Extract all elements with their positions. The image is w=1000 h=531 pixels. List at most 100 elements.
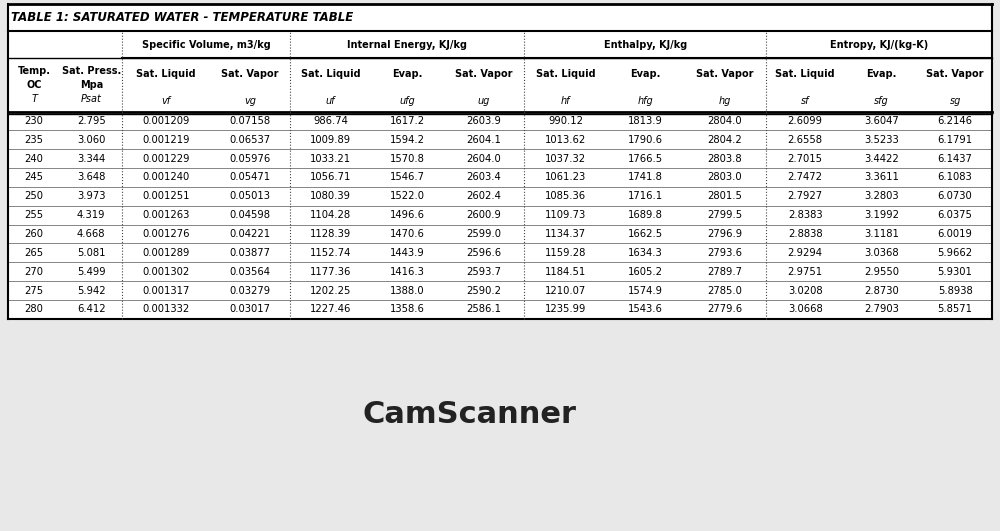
Text: 250: 250 <box>25 191 44 201</box>
Text: Sat. Liquid: Sat. Liquid <box>536 70 595 79</box>
Text: 2803.0: 2803.0 <box>708 173 742 183</box>
Text: Evap.: Evap. <box>630 70 660 79</box>
Text: TABLE 1: SATURATED WATER - TEMPERATURE TABLE: TABLE 1: SATURATED WATER - TEMPERATURE T… <box>11 11 353 24</box>
Text: 2.9550: 2.9550 <box>864 267 899 277</box>
Text: 2.795: 2.795 <box>77 116 106 126</box>
Text: 3.0208: 3.0208 <box>788 286 823 296</box>
Text: Sat. Liquid: Sat. Liquid <box>775 70 835 79</box>
Text: 1634.3: 1634.3 <box>628 248 663 258</box>
Text: 1543.6: 1543.6 <box>628 304 663 314</box>
Text: 2.6099: 2.6099 <box>788 116 823 126</box>
Text: 1227.46: 1227.46 <box>310 304 351 314</box>
Text: 1790.6: 1790.6 <box>628 135 663 145</box>
Text: 3.344: 3.344 <box>77 153 105 164</box>
Text: 3.6047: 3.6047 <box>864 116 899 126</box>
Text: 1202.25: 1202.25 <box>310 286 351 296</box>
Text: 1570.8: 1570.8 <box>390 153 425 164</box>
Text: 1134.37: 1134.37 <box>545 229 586 239</box>
Text: 1358.6: 1358.6 <box>390 304 425 314</box>
Text: 1085.36: 1085.36 <box>545 191 586 201</box>
Text: 5.8571: 5.8571 <box>938 304 973 314</box>
Text: 2.6558: 2.6558 <box>788 135 823 145</box>
Text: 0.001332: 0.001332 <box>143 304 190 314</box>
Text: Enthalpy, KJ/kg: Enthalpy, KJ/kg <box>604 40 687 49</box>
Text: 3.1181: 3.1181 <box>864 229 899 239</box>
Text: 6.0019: 6.0019 <box>938 229 973 239</box>
Text: 1080.39: 1080.39 <box>310 191 351 201</box>
Text: 2600.9: 2600.9 <box>466 210 501 220</box>
Text: 265: 265 <box>25 248 44 258</box>
Text: 1159.28: 1159.28 <box>545 248 586 258</box>
Text: Sat. Vapor: Sat. Vapor <box>926 70 984 79</box>
Text: 1056.71: 1056.71 <box>310 173 351 183</box>
Text: 2.7903: 2.7903 <box>864 304 899 314</box>
Text: 245: 245 <box>25 173 44 183</box>
Text: 5.499: 5.499 <box>77 267 106 277</box>
Text: 2602.4: 2602.4 <box>466 191 501 201</box>
Text: 2590.2: 2590.2 <box>466 286 501 296</box>
Text: 5.081: 5.081 <box>77 248 106 258</box>
Text: 2.8383: 2.8383 <box>788 210 823 220</box>
Text: hfg: hfg <box>637 96 653 106</box>
Text: 3.060: 3.060 <box>77 135 105 145</box>
Text: Sat. Vapor: Sat. Vapor <box>455 70 513 79</box>
Text: 0.001289: 0.001289 <box>143 248 190 258</box>
Text: 1522.0: 1522.0 <box>390 191 425 201</box>
Text: 3.5233: 3.5233 <box>864 135 899 145</box>
Text: 6.1083: 6.1083 <box>938 173 972 183</box>
Text: 5.8938: 5.8938 <box>938 286 972 296</box>
Text: 2804.0: 2804.0 <box>708 116 742 126</box>
Text: 1662.5: 1662.5 <box>628 229 663 239</box>
Text: 0.001263: 0.001263 <box>143 210 190 220</box>
Text: 0.03564: 0.03564 <box>230 267 271 277</box>
Text: 2.7015: 2.7015 <box>788 153 823 164</box>
Text: sg: sg <box>949 96 961 106</box>
Text: ufg: ufg <box>399 96 415 106</box>
Text: 2796.9: 2796.9 <box>707 229 742 239</box>
Text: hf: hf <box>561 96 570 106</box>
Text: uf: uf <box>326 96 335 106</box>
Text: 1235.99: 1235.99 <box>545 304 586 314</box>
Text: 5.9662: 5.9662 <box>938 248 973 258</box>
Text: 1104.28: 1104.28 <box>310 210 351 220</box>
Text: 3.973: 3.973 <box>77 191 106 201</box>
Text: 3.0668: 3.0668 <box>788 304 823 314</box>
Text: 6.0730: 6.0730 <box>938 191 972 201</box>
Text: 2789.7: 2789.7 <box>707 267 742 277</box>
Text: 1128.39: 1128.39 <box>310 229 351 239</box>
Text: 1741.8: 1741.8 <box>628 173 663 183</box>
Text: 5.9301: 5.9301 <box>938 267 973 277</box>
Text: 2785.0: 2785.0 <box>707 286 742 296</box>
Text: 0.001240: 0.001240 <box>143 173 190 183</box>
Text: 1443.9: 1443.9 <box>390 248 425 258</box>
Text: 0.05013: 0.05013 <box>230 191 271 201</box>
Text: Entropy, KJ/(kg-K): Entropy, KJ/(kg-K) <box>830 40 928 49</box>
Text: Sat. Press.: Sat. Press. <box>62 66 121 76</box>
Text: Evap.: Evap. <box>866 70 897 79</box>
Text: 2.7927: 2.7927 <box>788 191 823 201</box>
Text: vf: vf <box>162 96 171 106</box>
Text: 1574.9: 1574.9 <box>628 286 663 296</box>
Text: Sat. Vapor: Sat. Vapor <box>221 70 279 79</box>
Text: 2604.1: 2604.1 <box>466 135 501 145</box>
Text: 2603.9: 2603.9 <box>466 116 501 126</box>
Text: 0.001302: 0.001302 <box>143 267 190 277</box>
Text: 6.412: 6.412 <box>77 304 106 314</box>
Text: 0.001229: 0.001229 <box>142 153 190 164</box>
Text: 0.03877: 0.03877 <box>230 248 271 258</box>
Text: 1109.73: 1109.73 <box>545 210 586 220</box>
Text: 990.12: 990.12 <box>548 116 583 126</box>
Text: 260: 260 <box>25 229 44 239</box>
Text: 1716.1: 1716.1 <box>628 191 663 201</box>
Text: 0.04598: 0.04598 <box>230 210 271 220</box>
Text: sf: sf <box>801 96 809 106</box>
Text: 240: 240 <box>25 153 44 164</box>
Text: 1594.2: 1594.2 <box>390 135 425 145</box>
Text: 0.001209: 0.001209 <box>143 116 190 126</box>
Text: ug: ug <box>478 96 490 106</box>
Text: 1033.21: 1033.21 <box>310 153 351 164</box>
Text: 2799.5: 2799.5 <box>707 210 742 220</box>
Text: 2599.0: 2599.0 <box>466 229 501 239</box>
Text: 6.0375: 6.0375 <box>938 210 973 220</box>
Text: 255: 255 <box>25 210 44 220</box>
